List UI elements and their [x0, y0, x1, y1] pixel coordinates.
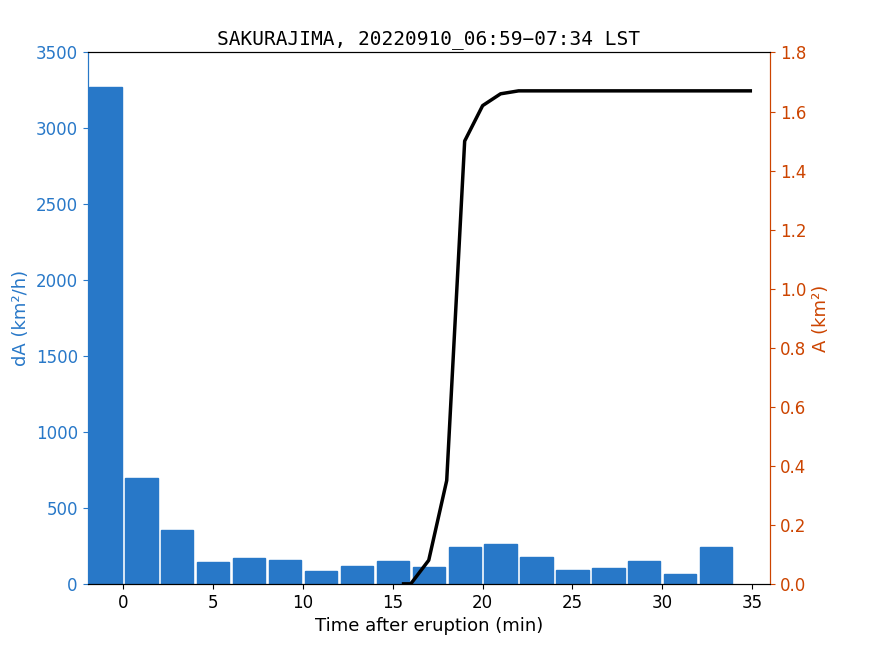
Bar [125, 478, 158, 584]
Bar [449, 547, 481, 584]
Y-axis label: A (km²): A (km²) [812, 285, 829, 352]
Bar [340, 566, 373, 584]
Bar [485, 544, 517, 584]
Bar [413, 567, 444, 584]
Title: SAKURAJIMA, 20220910_06:59−07:34 LST: SAKURAJIMA, 20220910_06:59−07:34 LST [217, 30, 640, 49]
Bar [376, 561, 409, 584]
Bar [89, 87, 122, 584]
X-axis label: Time after eruption (min): Time after eruption (min) [315, 617, 542, 635]
Bar [304, 571, 337, 584]
Bar [161, 530, 193, 584]
Bar [556, 570, 589, 584]
Bar [592, 568, 625, 584]
Bar [233, 558, 265, 584]
Y-axis label: dA (km²/h): dA (km²/h) [12, 270, 30, 366]
Bar [521, 558, 553, 584]
Bar [269, 560, 301, 584]
Bar [664, 574, 696, 584]
Bar [197, 562, 229, 584]
Bar [628, 561, 661, 584]
Bar [700, 546, 732, 584]
